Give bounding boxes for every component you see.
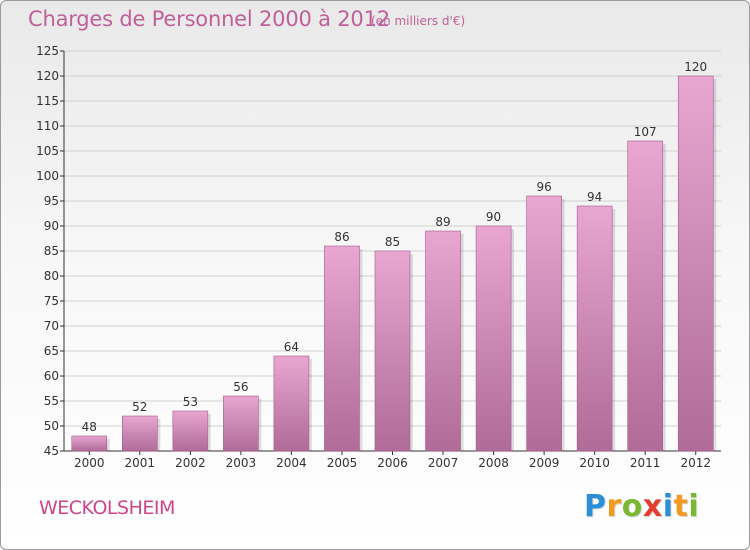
data-label: 89 <box>435 215 450 229</box>
logo-letter: i <box>662 489 674 524</box>
x-tick-label: 2010 <box>579 456 610 470</box>
y-tick-label: 120 <box>36 69 59 83</box>
bars <box>71 75 717 452</box>
x-tick-label: 2006 <box>377 456 408 470</box>
y-tick-label: 65 <box>44 344 59 358</box>
x-tick-label: 2003 <box>226 456 257 470</box>
logo-letter: r <box>606 489 622 524</box>
logo-letter: x <box>642 489 663 524</box>
bar <box>627 140 663 452</box>
data-label: 120 <box>684 60 707 74</box>
x-tick-label: 2009 <box>529 456 560 470</box>
y-tick-label: 50 <box>44 419 59 433</box>
data-label: 86 <box>334 230 349 244</box>
data-label: 64 <box>284 340 299 354</box>
data-label: 96 <box>536 180 551 194</box>
x-tick-label: 2008 <box>478 456 509 470</box>
x-tick-label: 2004 <box>276 456 307 470</box>
x-tick-label: 2012 <box>680 456 711 470</box>
y-tick-label: 110 <box>36 119 59 133</box>
y-tick-label: 60 <box>44 369 59 383</box>
logo-letter: t <box>673 489 689 524</box>
proxiti-logo[interactable]: Proxiti <box>584 489 699 524</box>
y-tick-label: 105 <box>36 144 59 158</box>
y-tick-label: 100 <box>36 169 59 183</box>
y-tick-label: 85 <box>44 244 59 258</box>
logo-letter: P <box>584 489 607 524</box>
bar <box>273 355 310 452</box>
data-label: 52 <box>132 400 147 414</box>
bar <box>677 75 714 452</box>
data-label: 85 <box>385 235 400 249</box>
x-tick-label: 2011 <box>630 456 661 470</box>
data-label: 53 <box>183 395 198 409</box>
bar <box>374 250 411 452</box>
y-tick-label: 90 <box>44 219 59 233</box>
bar <box>172 410 209 452</box>
y-tick-label: 70 <box>44 319 59 333</box>
bar <box>223 395 259 452</box>
x-tick-label: 2005 <box>327 456 358 470</box>
data-label: 94 <box>587 190 602 204</box>
data-label: 107 <box>634 125 657 139</box>
chart-subtitle: (en milliers d'€) <box>371 14 466 28</box>
x-tick-label: 2001 <box>125 456 156 470</box>
logo-letter: i <box>688 489 700 524</box>
y-tick-label: 55 <box>44 394 59 408</box>
labels: 45 50 55 60 65 70 75 80 85 90 95 100 105 110 115 120 125… <box>36 44 711 470</box>
y-tick-label: 95 <box>44 194 59 208</box>
data-label: 90 <box>486 210 501 224</box>
data-label: 56 <box>233 380 248 394</box>
bar <box>122 415 158 452</box>
bar <box>425 230 461 452</box>
y-tick-label: 115 <box>36 94 59 108</box>
bar <box>526 195 562 452</box>
x-tick-label: 2000 <box>74 456 105 470</box>
bar <box>324 245 360 452</box>
x-tick-label: 2002 <box>175 456 206 470</box>
city-name: WECKOLSHEIM <box>39 497 175 519</box>
data-label: 48 <box>82 420 97 434</box>
x-tick-label: 2007 <box>428 456 459 470</box>
y-tick-label: 125 <box>36 44 59 58</box>
y-tick-label: 75 <box>44 294 59 308</box>
chart-title: Charges de Personnel 2000 à 2012 <box>28 7 390 31</box>
y-tick-label: 80 <box>44 269 59 283</box>
bar <box>71 435 108 452</box>
y-tick-label: 45 <box>44 444 59 458</box>
logo-letter: o <box>621 489 643 524</box>
bar <box>576 205 613 452</box>
bar <box>475 225 512 452</box>
